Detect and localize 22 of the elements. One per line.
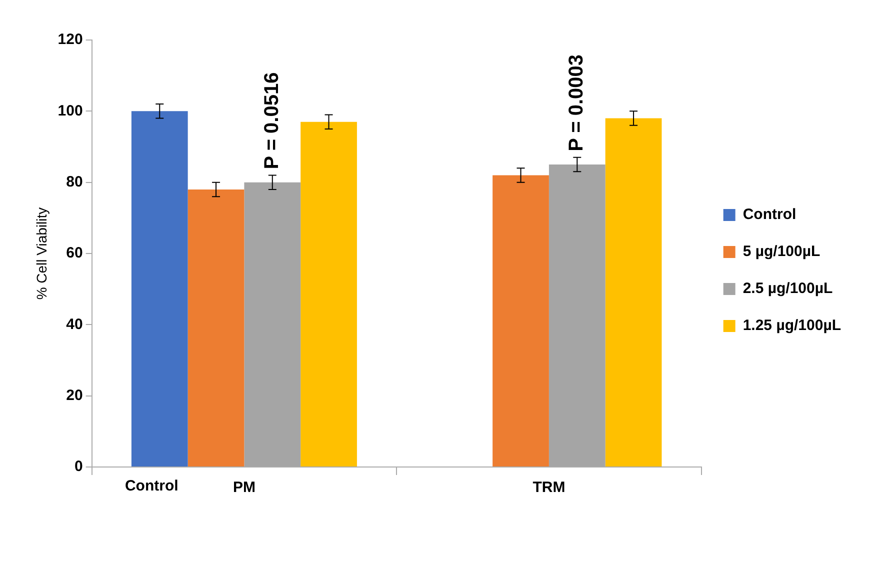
text: Control <box>124 478 178 495</box>
y-tick-label: 20 <box>66 386 83 404</box>
x-tick-label: PM <box>232 479 256 496</box>
y-tick-label: 120 <box>58 31 83 48</box>
bar <box>300 122 357 466</box>
y-axis-title: % Cell Viability <box>33 207 50 300</box>
legend-label: 2.5 µg/100µL <box>742 280 833 298</box>
legend-label: Control <box>742 206 796 224</box>
y-tick-label: 60 <box>66 244 83 262</box>
bar <box>131 111 188 466</box>
annotation: P = 0.0003 <box>566 54 588 152</box>
y-tick-label: 100 <box>58 102 83 120</box>
bar <box>188 189 244 466</box>
bar <box>492 175 549 466</box>
legend-label: 5 µg/100µL <box>742 243 820 260</box>
legend-label: 1.25 µg/100µL <box>742 317 842 334</box>
annotation: P = 0.0516 <box>260 72 283 170</box>
y-tick-label: 40 <box>66 316 83 333</box>
y-tick-label: 0 <box>74 458 83 476</box>
x-tick-label: TRM <box>532 479 566 496</box>
y-tick-label: 80 <box>66 173 83 190</box>
bar <box>605 118 662 466</box>
